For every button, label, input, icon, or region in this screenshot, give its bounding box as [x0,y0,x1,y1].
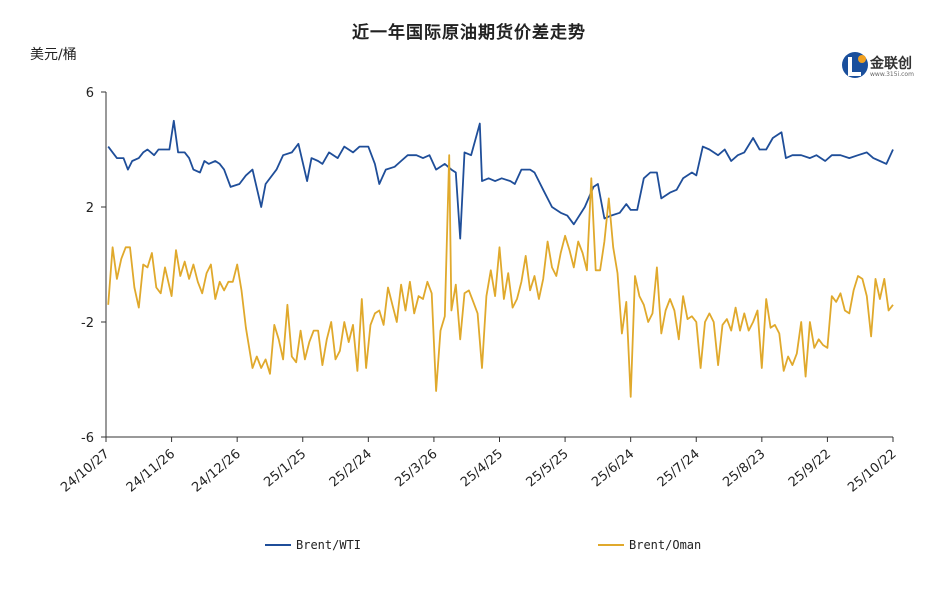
logo-text: 金联创 [870,56,912,72]
y-axis-unit-label: 美元/桶 [30,47,77,63]
y-tick-label: 6 [86,86,94,101]
y-tick-label: 2 [86,201,94,216]
x-tick-label: 25/7/24 [655,447,703,491]
x-tick-label: 25/8/23 [720,447,768,491]
x-tick-label: 24/12/26 [189,447,243,496]
x-tick-label: 25/4/25 [458,447,506,491]
x-tick-label: 25/10/22 [845,447,899,496]
x-tick-label: 24/10/27 [58,447,112,496]
x-tick-label: 24/11/26 [124,447,178,496]
legend-swatch-brent-wti [265,544,291,546]
legend-swatch-brent-oman [598,544,624,546]
logo-url: www.315i.com [870,71,914,78]
x-tick-label: 25/1/25 [261,447,309,491]
x-tick-label: 25/2/24 [327,447,375,491]
x-tick-label: 25/5/25 [524,447,572,491]
brand-logo: 金联创 www.315i.com [842,52,914,82]
x-tick-label: 25/9/22 [786,447,834,491]
series-line-brent-oman [107,154,894,398]
y-tick-label: -6 [81,431,94,446]
legend-item-brent-wti: Brent/WTI [265,538,361,552]
legend-item-brent-oman: Brent/Oman [598,538,701,552]
chart-title: 近一年国际原油期货价差走势 [352,23,586,43]
series-line-brent-wti [107,119,894,240]
x-tick-label: 25/3/26 [392,447,440,491]
y-tick-label: -2 [81,316,94,331]
chart-axes: -6 -2 2 6 24/10/27 24/11/26 24/12/26 25/1/25 25/… [58,86,899,496]
legend-label-brent-wti: Brent/WTI [296,538,362,552]
logo-icon [842,52,868,78]
x-tick-label: 25/6/24 [589,447,637,491]
legend-label-brent-oman: Brent/Oman [629,538,702,552]
chart-series [107,119,894,398]
